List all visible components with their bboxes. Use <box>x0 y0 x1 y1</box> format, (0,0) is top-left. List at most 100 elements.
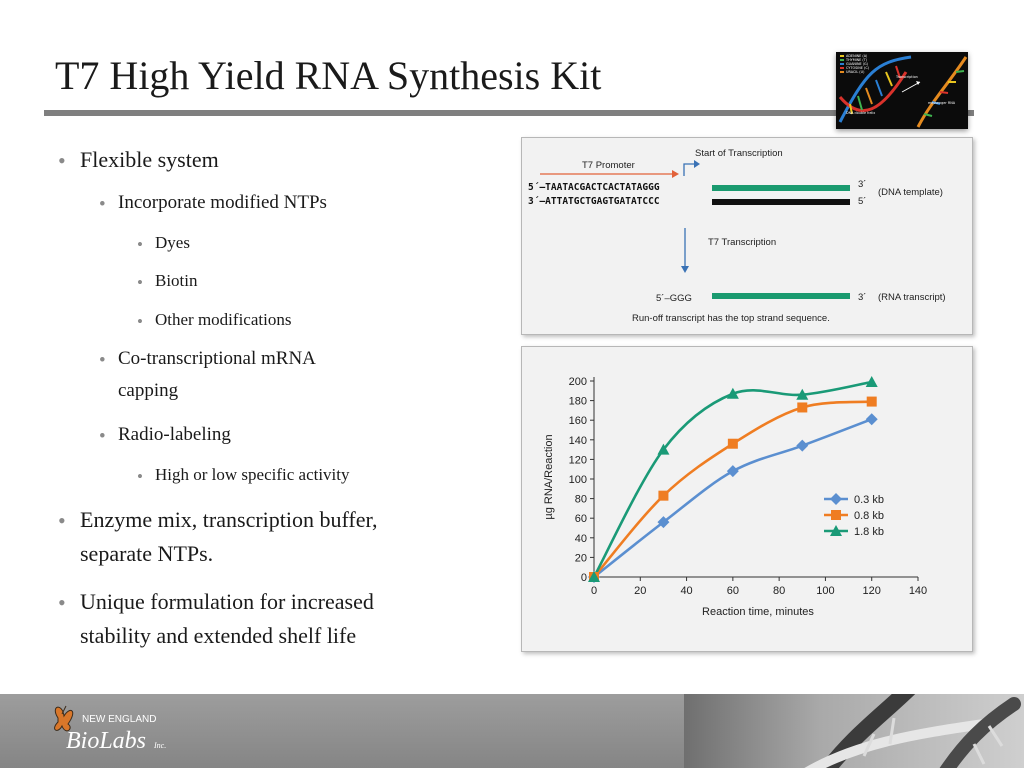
template-top-strand <box>712 185 850 191</box>
legend-marker <box>830 493 842 505</box>
butterfly-icon: NEW ENGLAND BioLabs Inc. <box>54 705 166 754</box>
bullet-dot: • <box>58 508 66 533</box>
x-axis-label: Reaction time, minutes <box>702 606 814 618</box>
x-tick-label: 120 <box>863 585 881 597</box>
series-line-3 <box>592 380 872 578</box>
data-point-series-3 <box>588 571 600 582</box>
bullet-dot: • <box>58 590 66 615</box>
dna-template-label: (DNA template) <box>878 187 943 198</box>
data-point-series-3 <box>796 388 809 400</box>
bullet-dyes: Dyes <box>155 233 190 252</box>
start-arrowhead <box>694 160 700 168</box>
data-point-series-3 <box>726 387 739 399</box>
y-tick-label: 80 <box>575 494 587 506</box>
y-tick-label: 200 <box>569 376 587 388</box>
data-point-series-1 <box>726 465 739 478</box>
legend-uracil: URACIL (U) <box>846 70 865 74</box>
x-tick-label: 40 <box>680 585 692 597</box>
footer-bar: NEW ENGLAND BioLabs Inc. <box>0 694 1024 768</box>
x-tick-label: 20 <box>634 585 646 597</box>
rna-transcript-strand <box>712 293 850 299</box>
y-tick-label: 40 <box>575 533 587 545</box>
rna-end-label: 3´ <box>858 292 866 303</box>
bullet-enzyme-mix-line1: Enzyme mix, transcription buffer, <box>80 507 378 532</box>
data-point-series-3 <box>865 375 878 387</box>
transcription-arrowhead <box>681 266 689 273</box>
y-tick-label: 100 <box>569 474 587 486</box>
yield-chart: 0 20 40 60 80 100 120 140 160 180 200 0 20 40 60 80 100 1… <box>522 347 972 651</box>
y-tick-label: 0 <box>581 572 587 584</box>
bullet-enzyme-mix-line2: separate NTPs. <box>80 541 214 566</box>
start-of-transcription-label: Start of Transcription <box>695 148 783 159</box>
bullet-other-modifications: Other modifications <box>155 310 292 329</box>
bullet-biotin: Biotin <box>155 271 198 290</box>
bullet-formulation-line1: Unique formulation for increased <box>80 589 374 614</box>
bullet-capping-line1: Co-transcriptional mRNA <box>118 348 316 369</box>
t7-transcription-label: T7 Transcription <box>708 237 776 248</box>
legend-adenine: ADENINE (A) <box>846 54 868 58</box>
data-point-series-2 <box>797 402 808 413</box>
data-point-series-1 <box>865 413 878 426</box>
footer-dna-photo <box>684 694 1024 768</box>
bullet-radio-labeling: Radio-labeling <box>118 424 231 445</box>
bullet-formulation-line2: stability and extended shelf life <box>80 623 357 648</box>
logo-inc: Inc. <box>153 741 166 750</box>
x-tick-label: 140 <box>909 585 927 597</box>
neb-logo: NEW ENGLAND BioLabs Inc. <box>48 704 198 765</box>
y-tick-label: 120 <box>569 454 587 466</box>
data-point-series-3 <box>657 443 670 455</box>
start-arrow <box>683 163 694 176</box>
top-strand-sequence: 5´–TAATACGACTCACTATAGGG <box>528 182 660 193</box>
rna-transcript-label: (RNA transcript) <box>878 292 946 303</box>
label-messenger-rna: messenger RNA <box>928 101 956 105</box>
t7-promoter-label: T7 Promoter <box>582 160 635 171</box>
legend-label: 0.3 kb <box>854 494 884 506</box>
bullet-specific-activity: High or low specific activity <box>155 465 350 484</box>
y-tick-label: 140 <box>569 435 587 447</box>
bullet-dot: • <box>58 148 66 173</box>
data-point-series-1 <box>657 516 670 529</box>
y-axis-label: µg RNA/Reaction <box>543 434 555 519</box>
y-tick-label: 180 <box>569 396 587 408</box>
bottom-strand-sequence: 3´–ATTATGCTGAGTGATATCCC <box>528 196 660 207</box>
bullet-flexible-system: Flexible system <box>80 147 219 172</box>
diagram-caption: Run-off transcript has the top strand se… <box>632 313 830 324</box>
bullet-dot: • <box>99 194 106 215</box>
legend-thymine: THYMINE (T) <box>845 58 868 62</box>
bottom-strand-end: 5´ <box>858 196 866 207</box>
logo-new-england: NEW ENGLAND <box>82 714 156 725</box>
transcription-diagram-svg: Start of Transcription T7 Promoter 5´–TA… <box>522 138 972 334</box>
legend-label: 1.8 kb <box>854 526 884 538</box>
legend-label: 0.8 kb <box>854 510 884 522</box>
slide-title: T7 High Yield RNA Synthesis Kit <box>55 53 602 98</box>
x-tick-label: 60 <box>727 585 739 597</box>
x-tick-label: 0 <box>591 585 597 597</box>
legend-marker <box>830 525 842 536</box>
bullet-dot: • <box>137 273 143 292</box>
legend-marker <box>831 510 841 520</box>
y-tick-label: 20 <box>575 552 587 564</box>
yield-chart-panel: 0 20 40 60 80 100 120 140 160 180 200 0 20 40 60 80 100 1… <box>521 346 973 652</box>
data-point-series-2 <box>727 438 738 449</box>
x-tick-label: 100 <box>816 585 834 597</box>
dna-helix-illustration: ADENINE (A) THYMINE (T) GUANINE (G) CYTO… <box>836 52 968 129</box>
bullet-dot: • <box>137 312 143 331</box>
bullet-dot: • <box>99 426 106 447</box>
bullet-dot: • <box>137 235 143 254</box>
legend-cytosine: CYTOSINE (C) <box>846 66 870 70</box>
title-divider <box>44 110 974 116</box>
y-tick-label: 60 <box>575 513 587 525</box>
data-point-series-1 <box>796 439 809 452</box>
bullet-dot: • <box>99 350 106 371</box>
legend-guanine: GUANINE (G) <box>846 62 869 66</box>
top-strand-end: 3´ <box>858 179 866 190</box>
dna-helix-thumbnail: ADENINE (A) THYMINE (T) GUANINE (G) CYTO… <box>836 52 968 129</box>
data-point-series-2 <box>866 396 877 407</box>
label-dna-double-helix: DNA double helix <box>846 111 875 115</box>
bullet-dot: • <box>137 467 143 486</box>
bullet-capping-line2: capping <box>118 380 179 401</box>
label-transcription: Transcription <box>895 75 918 79</box>
template-bottom-strand <box>712 199 850 205</box>
x-tick-label: 80 <box>773 585 785 597</box>
bullet-incorporate-ntps: Incorporate modified NTPs <box>118 192 327 213</box>
